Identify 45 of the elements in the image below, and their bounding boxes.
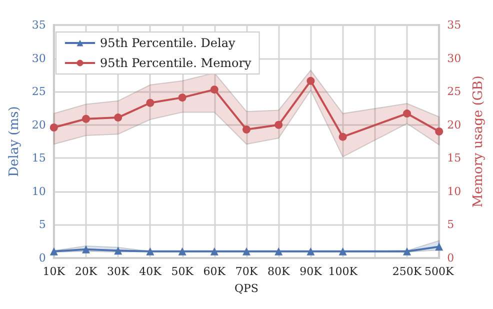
legend-label: 95th Percentile. Delay bbox=[100, 36, 236, 50]
y-tick-label: 25 bbox=[32, 85, 46, 98]
x-tick-label: 100K bbox=[328, 265, 358, 278]
y2-tick-label: 0 bbox=[447, 252, 454, 264]
y-tick-label: 5 bbox=[38, 218, 46, 232]
x-tick-label: 20K bbox=[74, 265, 98, 278]
point bbox=[114, 114, 122, 122]
legend-label: 95th Percentile. Memory bbox=[100, 56, 252, 70]
x-tick-label: 250K bbox=[392, 265, 422, 278]
x-tick-label: 40K bbox=[139, 265, 162, 278]
point bbox=[50, 124, 58, 132]
y2-axis-title: Memory usage (GB) bbox=[471, 76, 486, 208]
point bbox=[82, 114, 90, 123]
x-axis-title: QPS bbox=[234, 282, 258, 295]
x-tick-label: 60K bbox=[203, 265, 226, 278]
y2-tick-label: 20 bbox=[447, 118, 462, 132]
point bbox=[146, 98, 154, 107]
point bbox=[403, 110, 411, 118]
point bbox=[306, 76, 315, 85]
y-axis-title: Delay (ms) bbox=[7, 106, 22, 177]
point bbox=[274, 120, 283, 129]
point bbox=[242, 126, 250, 134]
y2-tick-label: 30 bbox=[447, 52, 462, 65]
x-tick-label: 30K bbox=[106, 265, 130, 278]
x-tick-label: 10K bbox=[42, 265, 66, 278]
y2-tick-label: 35 bbox=[447, 18, 462, 32]
y-tick-label: 30 bbox=[32, 52, 46, 65]
y-tick-label: 35 bbox=[32, 18, 46, 32]
y-tick-label: 20 bbox=[32, 118, 46, 132]
x-tick-label: 70K bbox=[235, 265, 258, 278]
point bbox=[210, 86, 218, 94]
y2-tick-label: 15 bbox=[447, 152, 462, 165]
y-tick-label: 0 bbox=[38, 252, 46, 264]
y-tick-label: 15 bbox=[32, 152, 46, 165]
point bbox=[435, 128, 444, 136]
y2-tick-label: 25 bbox=[447, 85, 462, 98]
point bbox=[178, 94, 186, 102]
x-tick-label: 80K bbox=[267, 265, 290, 278]
y2-tick-label: 5 bbox=[447, 218, 454, 232]
x-tick-label: 90K bbox=[300, 265, 323, 278]
point bbox=[338, 132, 347, 141]
x-tick-label: 50K bbox=[171, 265, 194, 278]
y-tick-label: 10 bbox=[32, 184, 46, 198]
x-tick-label: 500K bbox=[424, 265, 454, 278]
y2-tick-label: 10 bbox=[447, 184, 462, 198]
